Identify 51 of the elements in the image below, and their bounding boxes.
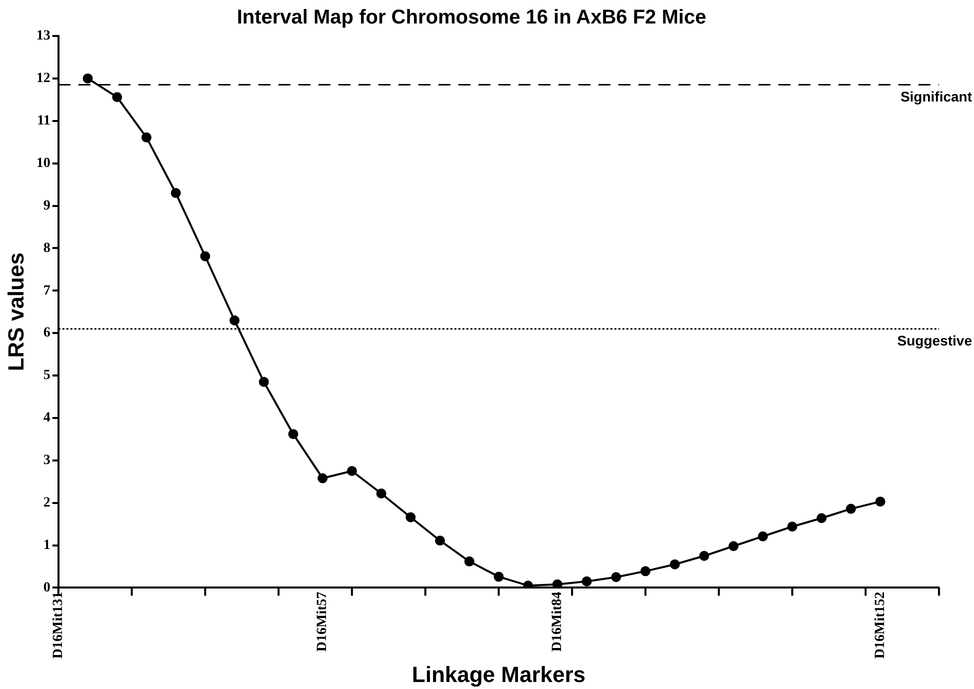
point bbox=[200, 251, 210, 262]
point bbox=[611, 572, 622, 582]
point bbox=[82, 73, 93, 84]
x-tick-label: D16Mit84 bbox=[550, 592, 566, 652]
point bbox=[406, 512, 416, 522]
ref-line-label: Significant bbox=[900, 88, 972, 105]
point bbox=[523, 580, 534, 588]
x-tick-label: D16Mit152 bbox=[872, 592, 888, 659]
x-tick-label: D16Mit57 bbox=[315, 592, 330, 652]
y-tick-label: 6 bbox=[43, 326, 50, 341]
y-tick-label: 2 bbox=[43, 495, 50, 510]
chart-title: Interval Map for Chromosome 16 in AxB6 F2 Mice bbox=[236, 6, 706, 29]
x-axis-title: Linkage Markers bbox=[412, 662, 586, 687]
y-tick-label: 3 bbox=[43, 453, 50, 468]
y-axis-title: LRS values bbox=[3, 252, 28, 372]
point bbox=[787, 522, 798, 532]
x-tick-label: D16Mit131 bbox=[51, 592, 66, 659]
point bbox=[670, 559, 680, 570]
point bbox=[112, 92, 122, 102]
point bbox=[288, 429, 298, 440]
y-tick-label: 12 bbox=[36, 71, 50, 86]
y-tick-label: 11 bbox=[37, 113, 50, 128]
point bbox=[434, 536, 445, 546]
ref-line-label: Suggestive bbox=[897, 332, 972, 349]
y-tick-label: 10 bbox=[36, 156, 50, 171]
point bbox=[346, 466, 357, 476]
point bbox=[464, 556, 474, 566]
y-tick-label: 4 bbox=[43, 410, 50, 426]
point bbox=[875, 496, 886, 507]
y-tick-label: 7 bbox=[43, 283, 50, 298]
y-tick-label: 5 bbox=[43, 368, 50, 384]
point bbox=[258, 376, 269, 387]
y-tick-label: 8 bbox=[43, 240, 50, 256]
y-tick-label: 13 bbox=[36, 28, 50, 44]
point bbox=[170, 188, 181, 198]
point bbox=[582, 576, 592, 586]
point bbox=[230, 315, 240, 326]
point bbox=[141, 132, 152, 142]
point bbox=[728, 541, 739, 552]
point bbox=[552, 579, 562, 588]
point bbox=[846, 504, 856, 514]
point bbox=[376, 488, 386, 499]
point bbox=[699, 550, 710, 561]
y-tick-label: 0 bbox=[43, 580, 50, 596]
point bbox=[816, 513, 827, 524]
y-tick-label: 9 bbox=[43, 198, 50, 214]
point bbox=[758, 531, 768, 542]
point bbox=[494, 572, 504, 582]
point bbox=[318, 473, 328, 484]
point bbox=[640, 566, 650, 576]
y-tick-label: 1 bbox=[43, 538, 50, 553]
